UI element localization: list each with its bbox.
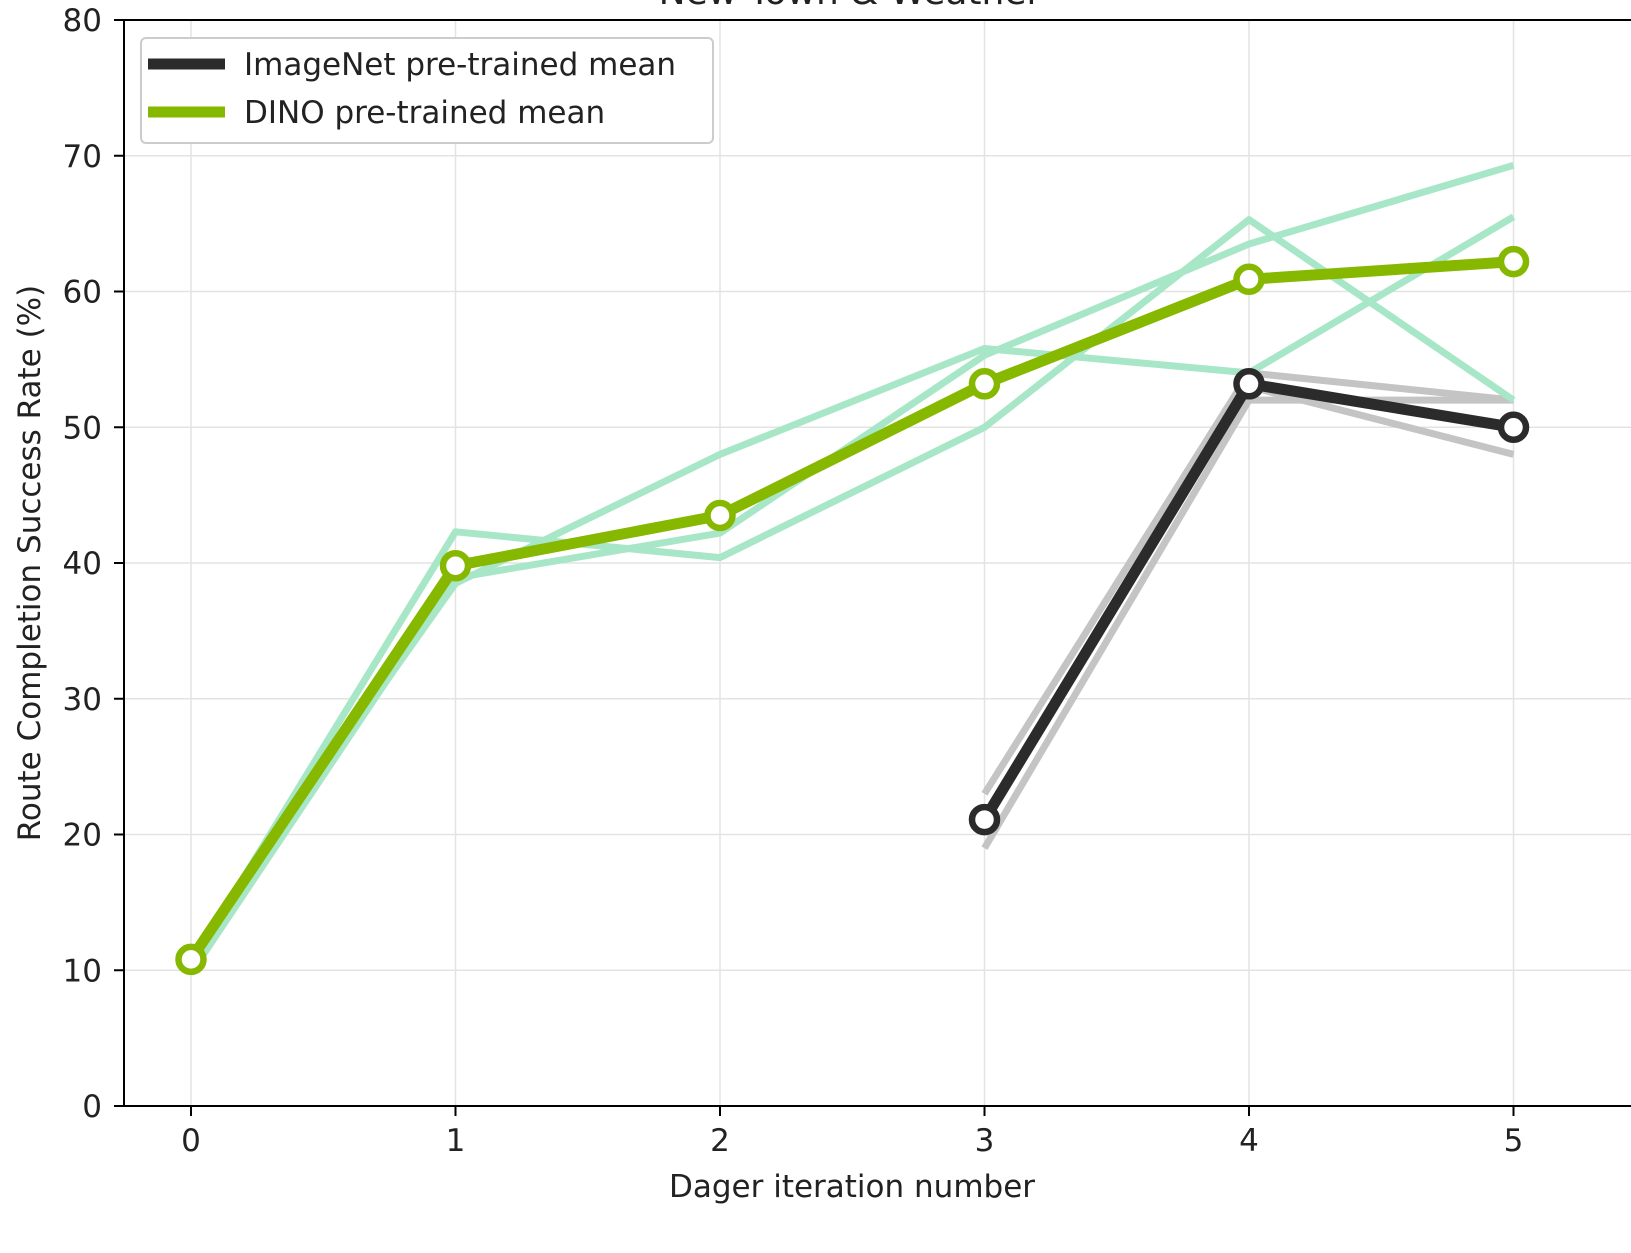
data-point-imagenet-4 [1233,368,1265,400]
y-tick-label-10: 10 [63,953,102,989]
data-point-imagenet-5 [1497,411,1530,443]
run-lines [188,161,1516,975]
legend-label-imagenet: ImageNet pre-trained mean [244,47,676,83]
run-line-5 [188,216,1516,966]
x-tick-label-1: 1 [446,1123,466,1159]
y-tick-label-70: 70 [63,139,102,175]
chart-title: New Town & Weather [659,0,1042,13]
legend-label-dino: DINO pre-trained mean [244,95,605,131]
y-tick-label-0: 0 [82,1089,102,1125]
y-tick-label-20: 20 [63,818,102,854]
x-tick-label-5: 5 [1504,1123,1524,1159]
run-line-6 [188,161,1515,975]
mean-lines [175,245,1530,976]
data-point-dino-3 [968,368,1001,400]
x-tick-label-2: 2 [710,1123,730,1159]
x-tick-label-4: 4 [1239,1123,1259,1159]
series-line-dino [186,256,1514,963]
y-axis-label: Route Completion Success Rate (%) [12,285,48,841]
data-point-dino-5 [1497,245,1530,278]
data-point-dino-2 [704,499,736,532]
legend: ImageNet pre-trained mean DINO pre-train… [140,37,714,144]
x-tick-label-3: 3 [975,1123,995,1159]
data-point-dino-4 [1233,263,1265,296]
legend-box [140,37,714,144]
grid [124,19,1631,1107]
run-line-2 [981,396,1514,850]
data-point-dino-0 [175,943,207,976]
data-point-dino-1 [439,549,472,582]
y-tick-label-50: 50 [63,410,102,446]
y-tick-label-40: 40 [63,546,102,582]
x-axis-label: Dager iteration number [669,1169,1035,1205]
y-tick-label-60: 60 [63,275,102,311]
y-tick-label-30: 30 [63,682,102,718]
x-tick-label-0: 0 [181,1123,201,1159]
run-line-4 [188,213,1516,959]
data-point-imagenet-3 [968,803,1001,836]
axes [114,19,1631,1116]
y-tick-label-80: 80 [63,3,102,39]
